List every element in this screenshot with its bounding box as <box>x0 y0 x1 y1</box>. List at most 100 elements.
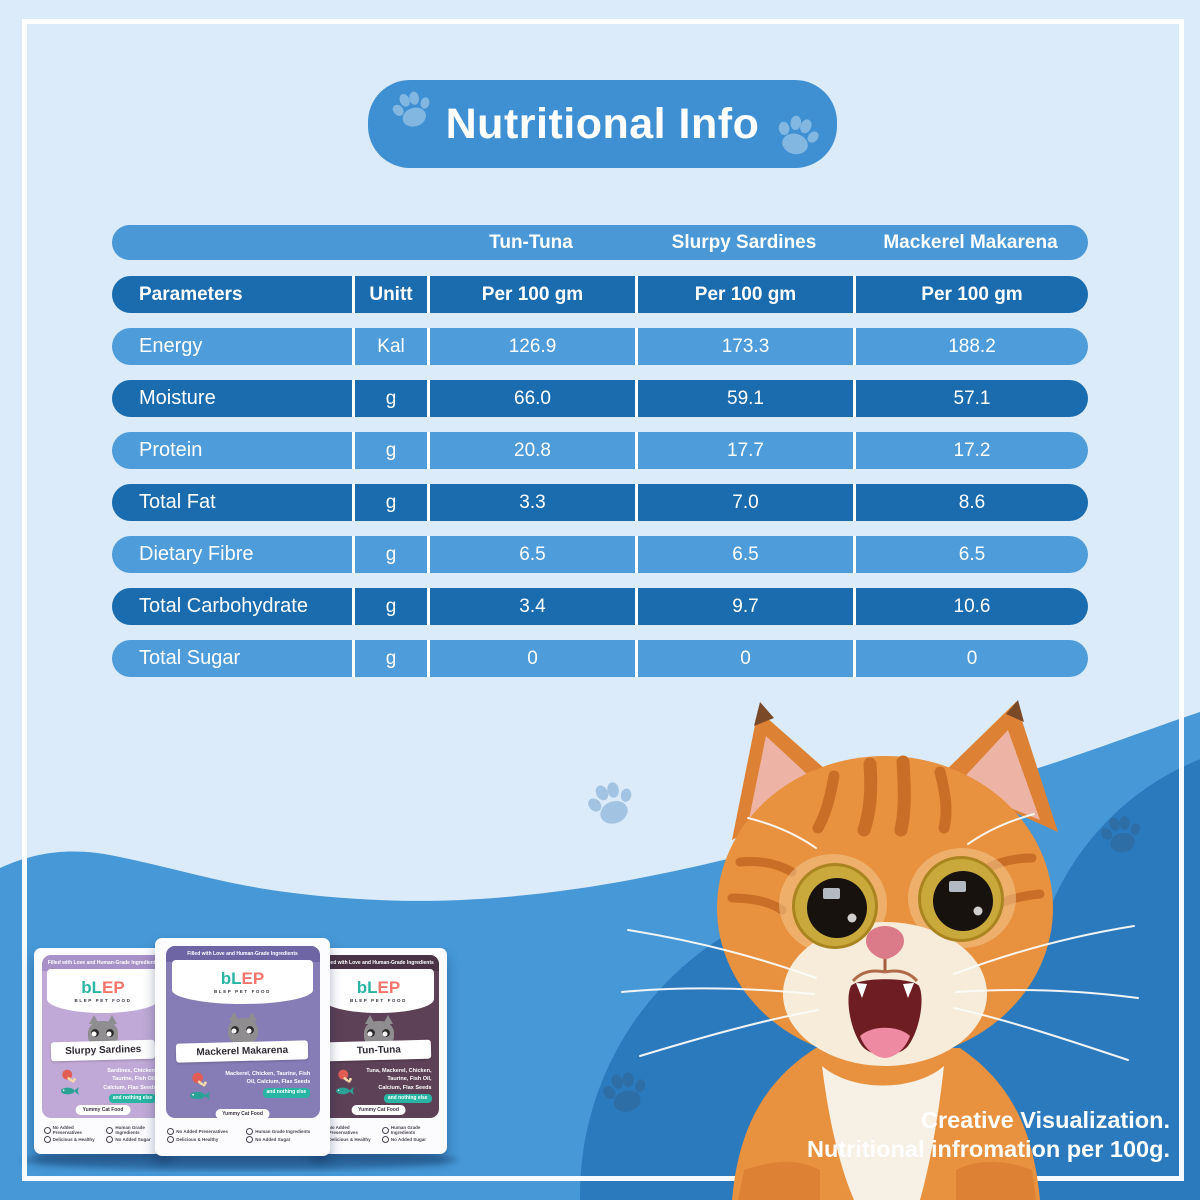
row-unit: Kal <box>352 328 427 365</box>
table-row: Total Sugar g 0 0 0 <box>112 640 1088 677</box>
product-header-row: Tun-Tuna Slurpy Sardines Mackerel Makare… <box>112 225 1088 260</box>
row-value: 17.7 <box>635 432 853 469</box>
row-value: 173.3 <box>635 328 853 365</box>
table-row: Dietary Fibre g 6.5 6.5 6.5 <box>112 536 1088 573</box>
feature-icon <box>106 1136 114 1144</box>
row-parameter: Protein <box>139 439 203 461</box>
feature-icon <box>381 1136 389 1144</box>
feature-label: Human Grade Ingredients <box>255 1128 311 1134</box>
row-parameter: Energy <box>139 335 203 357</box>
table-row: Energy Kal 126.9 173.3 188.2 <box>112 328 1088 365</box>
fish-icon <box>188 1090 210 1101</box>
table-header-row: Parameters Unitt Per 100 gm Per 100 gm P… <box>112 276 1088 313</box>
cat-illustration-icon <box>221 1011 265 1044</box>
row-value: 6.5 <box>635 536 853 573</box>
row-value: 3.4 <box>427 588 635 625</box>
row-value: 17.2 <box>853 432 1088 469</box>
header-per-100gm: Per 100 gm <box>635 276 853 313</box>
blep-logo: bLEP BLEP PET FOOD <box>171 959 314 1004</box>
row-unit: g <box>352 536 427 573</box>
feature-label: No Added Sugar <box>255 1136 291 1142</box>
drumstick-icon <box>191 1072 207 1088</box>
row-value: 20.8 <box>427 432 635 469</box>
fish-icon <box>59 1086 79 1096</box>
packet-ingredients: Sardines, Chicken, Taurine, Fish Oil, Ca… <box>103 1068 157 1091</box>
brand-text: EP <box>102 978 125 998</box>
drumstick-icon <box>337 1069 352 1084</box>
row-value: 0 <box>427 640 635 677</box>
brand-text: bL <box>356 978 378 998</box>
feature-label: Delicious & Healthy <box>328 1137 371 1143</box>
row-value: 59.1 <box>635 380 853 417</box>
row-unit: g <box>352 588 427 625</box>
packet-pill: Yummy Cat Food <box>215 1108 270 1118</box>
row-unit: g <box>352 640 427 677</box>
row-parameter: Moisture <box>139 387 216 409</box>
packet-shadow <box>22 1150 458 1170</box>
feature-icon <box>246 1135 254 1143</box>
page-title: Nutritional Info <box>445 99 760 148</box>
header-unit: Unitt <box>352 276 427 313</box>
feature-icon <box>167 1135 175 1143</box>
table-row: Protein g 20.8 17.7 17.2 <box>112 432 1088 469</box>
product-name: Tun-Tuna <box>489 231 573 253</box>
row-unit: g <box>352 432 427 469</box>
row-parameter: Total Fat <box>139 491 216 513</box>
packet-ingredients: Mackerel, Chicken, Taurine, Fish Oil, Ca… <box>225 1070 311 1085</box>
header-parameters: Parameters <box>139 283 243 305</box>
brand-text: bL <box>81 978 103 998</box>
product-packets: Filled with Love and Human-Grade Ingredi… <box>30 936 450 1162</box>
row-value: 0 <box>635 640 853 677</box>
footer-note: Creative Visualization. Nutritional infr… <box>807 1106 1170 1164</box>
product-name: Slurpy Sardines <box>671 231 817 253</box>
fish-icon <box>334 1086 354 1096</box>
product-name: Mackerel Makarena <box>883 231 1058 253</box>
row-value: 57.1 <box>853 380 1088 417</box>
row-value: 126.9 <box>427 328 635 365</box>
brand-text: EP <box>377 978 401 998</box>
row-unit: g <box>352 380 427 417</box>
row-value: 66.0 <box>427 380 635 417</box>
table-row: Moisture g 66.0 59.1 57.1 <box>112 380 1088 417</box>
brand-subtext: BLEP PET FOOD <box>214 988 271 994</box>
feature-icon <box>43 1126 51 1134</box>
packet-ingredients: Tuna, Mackerel, Chicken, Taurine, Fish O… <box>366 1068 432 1091</box>
feature-label: No Added Sugar <box>390 1137 426 1143</box>
brand-subtext: BLEP PET FOOD <box>74 998 132 1004</box>
row-parameter: Total Sugar <box>139 647 241 669</box>
row-parameter: Total Carbohydrate <box>139 595 308 617</box>
header-per-100gm: Per 100 gm <box>427 276 635 313</box>
packet-tagline: Filled with Love and Human-Grade Ingredi… <box>42 955 164 972</box>
packet-tagline: Filled with Love and Human-Grade Ingredi… <box>318 955 439 972</box>
row-value: 6.5 <box>427 536 635 573</box>
row-value: 188.2 <box>853 328 1088 365</box>
packet-panel: Filled with Love and Human-Grade Ingredi… <box>42 955 164 1118</box>
row-value: 3.3 <box>427 484 635 521</box>
feature-label: No Added Preservatives <box>52 1125 82 1136</box>
decor-circle <box>1030 740 1200 1200</box>
packet-panel: Filled with Love and Human-Grade Ingredi… <box>318 955 439 1118</box>
feature-icon <box>381 1126 389 1134</box>
row-value: 10.6 <box>853 588 1088 625</box>
row-value: 6.5 <box>853 536 1088 573</box>
packet-pill: Yummy Cat Food <box>75 1105 131 1116</box>
feature-label: No Added Preservatives <box>328 1125 358 1136</box>
footer-line-1: Creative Visualization. <box>920 1107 1170 1133</box>
packet-product-name: Mackerel Makarena <box>176 1039 309 1063</box>
paw-print-icon <box>768 107 826 165</box>
packet-pill: Yummy Cat Food <box>351 1105 406 1116</box>
row-unit: g <box>352 484 427 521</box>
table-row: Total Fat g 3.3 7.0 8.6 <box>112 484 1088 521</box>
feature-icon <box>43 1136 51 1144</box>
feature-label: No Added Preservatives <box>176 1128 228 1134</box>
packet-product-name: Tun-Tuna <box>326 1039 431 1062</box>
feature-icon <box>167 1127 175 1135</box>
packet-panel: Filled with Love and Human-Grade Ingredi… <box>165 945 320 1118</box>
packet-tagline: Filled with Love and Human-Grade Ingredi… <box>165 945 320 962</box>
row-value: 9.7 <box>635 588 853 625</box>
spacer-cell <box>112 225 352 260</box>
spacer-cell <box>352 225 427 260</box>
feature-label: No Added Sugar <box>115 1137 151 1143</box>
packet-highlight: and nothing else <box>108 1093 157 1104</box>
feature-label: Delicious & Healthy <box>52 1137 95 1143</box>
